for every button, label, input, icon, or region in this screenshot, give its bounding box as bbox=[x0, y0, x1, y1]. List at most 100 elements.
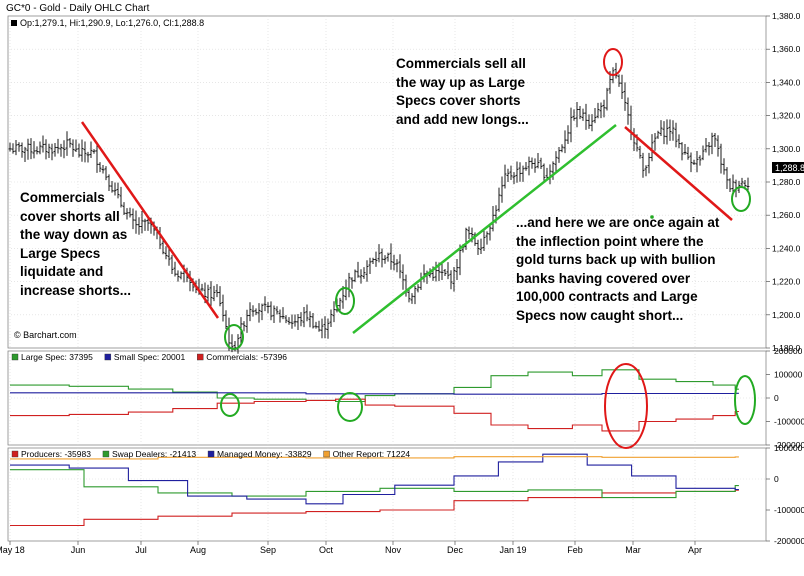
ohlc-bar bbox=[272, 305, 276, 324]
ohlc-bar bbox=[314, 321, 318, 329]
legend-swatch bbox=[11, 450, 19, 458]
ohlc-bar bbox=[707, 142, 711, 156]
ohlc-bar bbox=[23, 146, 27, 162]
ohlc-bar bbox=[521, 165, 525, 182]
ohlc-bar bbox=[218, 286, 222, 307]
ohlc-bar bbox=[47, 143, 51, 159]
ohlc-bar bbox=[479, 238, 483, 254]
ohlc-bar bbox=[692, 159, 696, 166]
ohlc-bar bbox=[125, 208, 129, 220]
cot-series-line bbox=[10, 469, 739, 499]
ohlc-bar bbox=[587, 114, 591, 129]
x-tick-label: Jan 19 bbox=[499, 545, 526, 555]
ohlc-bar bbox=[359, 269, 363, 284]
ohlc-bar bbox=[320, 318, 324, 339]
ohlc-bar bbox=[134, 210, 138, 234]
ohlc-bar bbox=[263, 296, 267, 312]
ohlc-bar bbox=[620, 74, 624, 100]
ohlc-bar bbox=[686, 146, 690, 160]
ohlc-bar bbox=[179, 271, 183, 280]
ohlc-bar bbox=[677, 134, 681, 149]
ohlc-bar bbox=[311, 312, 315, 329]
ohlc-bar bbox=[11, 143, 15, 154]
legend-swatch bbox=[207, 450, 215, 458]
ohlc-bar bbox=[341, 285, 345, 309]
ohlc-bar bbox=[209, 281, 213, 306]
y-tick-labels: 1,380.0 1,360.0 1,340.0 1,320.0 1,300.0 1,280… bbox=[766, 11, 804, 546]
ohlc-bar bbox=[713, 133, 717, 147]
ohlc-bar bbox=[434, 261, 438, 282]
ohlc-bar bbox=[254, 308, 258, 316]
ohlc-bar bbox=[617, 74, 621, 87]
ohlc-bar bbox=[407, 288, 411, 303]
ohlc-bar bbox=[671, 120, 675, 141]
ohlc-bar bbox=[575, 101, 579, 128]
ohlc-bar bbox=[380, 248, 384, 268]
ohlc-bar bbox=[17, 142, 21, 152]
ohlc-bar bbox=[128, 207, 132, 218]
ohlc-bar bbox=[596, 102, 600, 119]
ohlc-bar bbox=[551, 161, 555, 180]
ohlc-bar bbox=[554, 151, 558, 172]
circle-aug-low bbox=[224, 324, 244, 350]
ohlc-bar bbox=[107, 174, 111, 191]
ohlc-bar bbox=[377, 244, 381, 263]
ohlc-bar bbox=[92, 149, 96, 154]
price-y-tick-label: 1,360.0 bbox=[772, 44, 801, 54]
price-y-tick-label: 1,180.0 bbox=[772, 343, 801, 353]
ohlc-bar bbox=[557, 147, 561, 163]
ohlc-bar bbox=[488, 225, 492, 241]
legend-swatch bbox=[197, 353, 204, 361]
ohlc-bar bbox=[650, 134, 654, 162]
ohlc-bar bbox=[641, 152, 645, 178]
ohlc-bar bbox=[32, 141, 36, 159]
ohlc-bar bbox=[443, 269, 447, 276]
ohlc-bar bbox=[104, 166, 108, 181]
ohlc-bar bbox=[251, 305, 255, 317]
ohlc-bar bbox=[503, 164, 507, 189]
ohlc-bar bbox=[515, 161, 519, 183]
ohlc-bar bbox=[542, 163, 546, 183]
ohlc-bar bbox=[77, 143, 81, 158]
ohlc-bar bbox=[566, 125, 570, 145]
ohlc-bar bbox=[539, 157, 543, 170]
ohlc-bar bbox=[353, 269, 357, 283]
ohlc-bar bbox=[398, 254, 402, 279]
ohlc-bar bbox=[701, 145, 705, 161]
ohlc-bar bbox=[284, 315, 288, 324]
cot-y-tick-label: -200000 bbox=[774, 536, 804, 546]
ohlc-bar bbox=[413, 285, 417, 305]
ohlc-bar bbox=[482, 228, 486, 252]
ohlc-bar bbox=[71, 139, 75, 157]
ohlc-bar bbox=[50, 143, 54, 161]
ohlc-bar bbox=[74, 139, 78, 153]
price-y-tick-label: 1,220.0 bbox=[772, 277, 801, 287]
ohlc-bar bbox=[485, 231, 489, 245]
price-y-tick-label: 1,320.0 bbox=[772, 111, 801, 121]
price-y-tick-label: 1,380.0 bbox=[772, 11, 801, 21]
ohlc-bar bbox=[44, 139, 48, 160]
ohlc-bar bbox=[326, 318, 330, 339]
cot-y-tick-label: -100000 bbox=[774, 505, 804, 515]
legend-label: Small Spec: 20001 bbox=[114, 352, 186, 362]
x-tick-label: May 18 bbox=[0, 545, 25, 555]
watermark: © Barchart.com bbox=[14, 330, 77, 340]
price-y-tick-label: 1,300.0 bbox=[772, 144, 801, 154]
ohlc-bar bbox=[173, 261, 177, 277]
ohlc-bar bbox=[497, 187, 501, 212]
ohlc-bar bbox=[110, 180, 114, 193]
ohlc-bar bbox=[296, 313, 300, 331]
ohlc-bar bbox=[680, 142, 684, 161]
price-y-tick-label: 1,340.0 bbox=[772, 77, 801, 87]
ohlc-bar bbox=[305, 304, 309, 322]
circle-cot-aug bbox=[220, 393, 240, 417]
x-tick-label: Aug bbox=[190, 545, 206, 555]
trend-line-down-2 bbox=[624, 126, 733, 221]
ohlc-bar bbox=[599, 102, 603, 119]
ohlc-bar bbox=[668, 119, 672, 141]
ohlc-bar bbox=[224, 310, 228, 329]
trend-line-down-1 bbox=[80, 121, 220, 319]
ohlc-bar bbox=[704, 138, 708, 153]
legend-swatch bbox=[104, 353, 112, 361]
ohlc-bar bbox=[101, 164, 105, 174]
